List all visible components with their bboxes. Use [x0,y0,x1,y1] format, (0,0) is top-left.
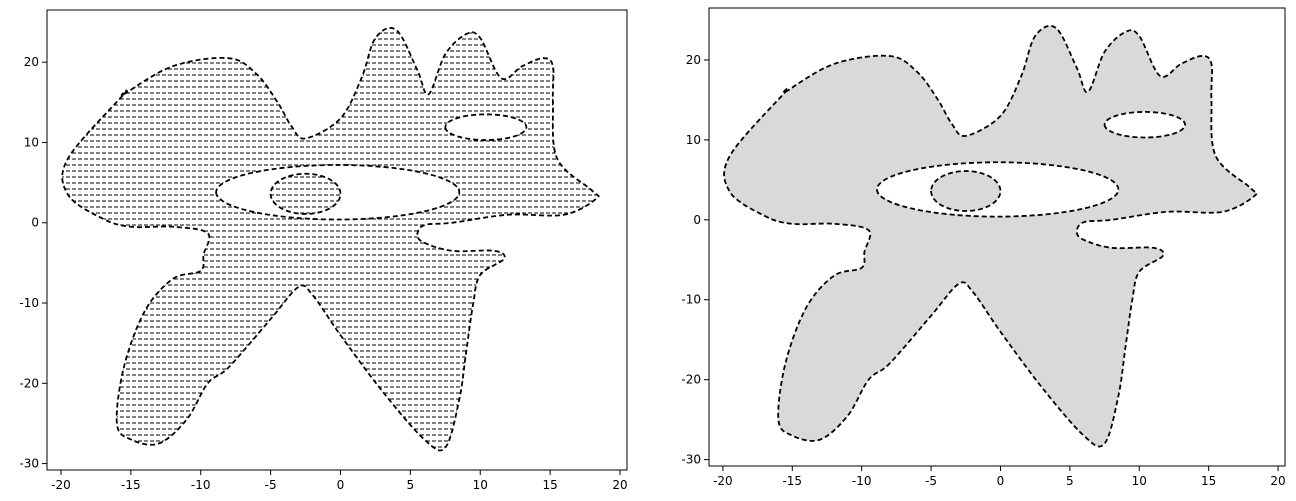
x-tick-label: 15 [542,478,557,492]
right-ellipse-boundary [444,113,528,141]
y-tick-label: -30 [19,457,39,471]
left-panel-hatched: -20 -15 -10 -5 0 5 10 15 20 -30 -20 -10 0 10 20 [19,9,628,492]
region-fill [724,25,1257,447]
y-tick-label: -10 [681,293,701,307]
x-tick-label: -20 [51,478,71,492]
x-tick-label: 20 [1270,474,1285,488]
x-tick-label: 10 [1132,474,1147,488]
y-tick-label: -30 [681,453,701,467]
x-tick-label: 5 [407,478,415,492]
x-tick-label: 20 [612,478,627,492]
x-tick-label: -5 [925,474,937,488]
inner-filled-region [270,173,341,214]
x-tick-label: -10 [191,478,211,492]
x-tick-label: 10 [473,478,488,492]
y-tick-label: 20 [24,55,39,69]
x-tick-label: -15 [121,478,141,492]
x-tick-label: 0 [337,478,345,492]
y-tick-label: -20 [19,376,39,390]
x-tick-label: -5 [265,478,277,492]
inner-filled-region [931,171,1001,212]
y-tick-label: 10 [24,135,39,149]
small-center-ellipse-boundary [269,172,342,215]
x-tick-label: 5 [1066,474,1074,488]
right-panel-filled: -20 -15 -10 -5 0 5 10 15 20 -30 -20 -10 0 10 20 [681,7,1286,488]
outer-boundary [61,27,600,452]
large-inner-ellipse-boundary [876,161,1120,218]
y-tick-label: 20 [686,53,701,67]
axes-frame [708,7,1286,467]
y-tick-label: 0 [693,213,701,227]
outer-boundary [723,24,1258,448]
x-tick-label: -10 [852,474,872,488]
y-tick-label: -10 [19,296,39,310]
axes-frame [46,9,628,471]
region-fill [62,27,599,451]
y-tick-label: 10 [686,133,701,147]
x-tick-label: -15 [782,474,802,488]
large-inner-ellipse-boundary [215,164,461,221]
y-tick-label: -20 [681,373,701,387]
right-ellipse-boundary [1103,110,1186,139]
x-tick-label: -20 [713,474,733,488]
x-tick-label: 0 [997,474,1005,488]
y-tick-label: 0 [31,216,39,230]
small-center-ellipse-boundary [930,170,1002,212]
x-tick-label: 15 [1201,474,1216,488]
